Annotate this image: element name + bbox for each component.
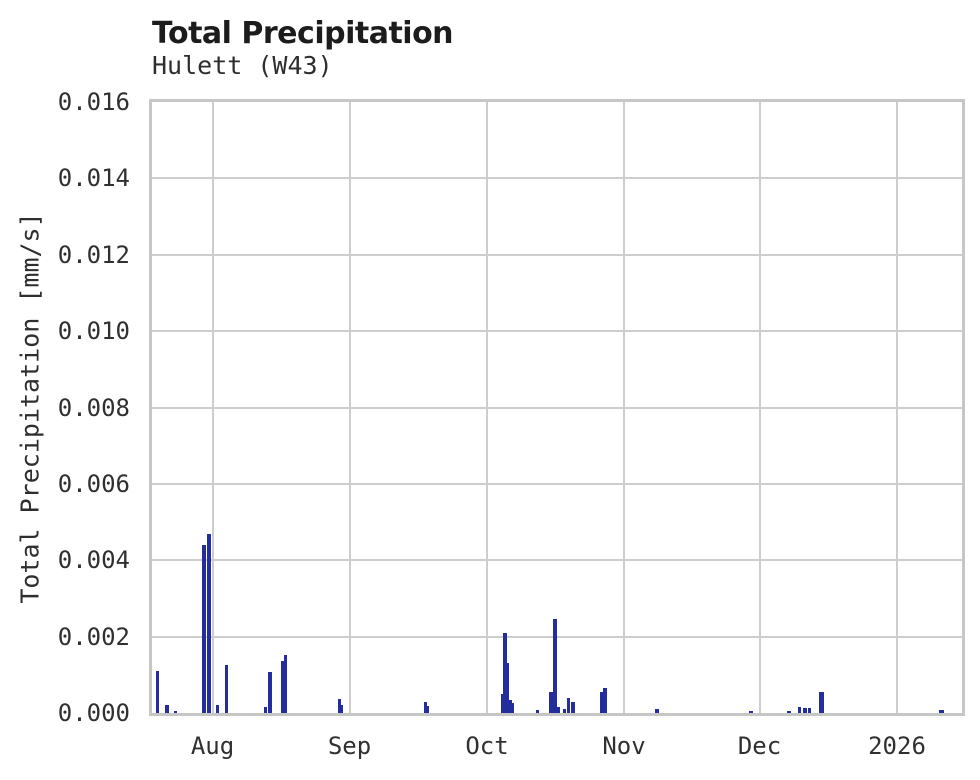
y-gridline <box>152 559 962 562</box>
y-gridline <box>152 635 962 638</box>
precipitation-bar <box>654 709 659 713</box>
precipitation-bar <box>566 697 571 713</box>
y-gridline <box>152 482 962 485</box>
y-tick-label: 0.006 <box>57 469 130 498</box>
x-gridline <box>758 102 761 713</box>
x-gridline <box>211 102 214 713</box>
plot-area <box>149 99 965 716</box>
precipitation-bar <box>506 663 509 713</box>
precipitation-bar <box>603 687 607 713</box>
precipitation-bar <box>749 710 753 713</box>
precipitation-bar <box>787 711 791 713</box>
precipitation-bar <box>215 704 220 713</box>
precipitation-bar <box>340 704 343 713</box>
x-gridline <box>348 102 351 713</box>
precipitation-bar <box>563 709 566 713</box>
precipitation-bar <box>156 671 159 713</box>
y-tick-label: 0.000 <box>57 699 130 727</box>
precipitation-bar <box>165 705 169 713</box>
precipitation-bar <box>267 671 272 713</box>
x-tick-label: Oct <box>465 732 509 760</box>
precipitation-bar <box>557 707 560 713</box>
y-gridline <box>152 177 962 180</box>
x-tick-label: Sep <box>327 732 372 760</box>
precipitation-bar <box>500 693 504 713</box>
precipitation-bar <box>939 709 944 713</box>
y-tick-label: 0.008 <box>57 393 130 422</box>
y-tick-label: 0.016 <box>57 88 130 116</box>
precipitation-bar <box>503 632 507 713</box>
x-tick-label: Nov <box>602 732 646 760</box>
precipitation-bar <box>424 702 427 713</box>
x-gridline <box>623 102 625 713</box>
precipitation-bar <box>283 654 288 713</box>
precipitation-bar <box>553 619 557 713</box>
y-gridline <box>152 406 962 409</box>
chart-title: Total Precipitation <box>152 16 454 51</box>
y-gridline <box>152 330 962 333</box>
precipitation-bar <box>264 706 267 713</box>
precipitation-bar <box>797 706 802 713</box>
x-tick-label: 2026 <box>868 732 926 760</box>
precipitation-bar <box>549 692 553 713</box>
x-tick-label: Aug <box>190 732 235 760</box>
precipitation-bar <box>599 691 604 713</box>
precipitation-bar <box>807 708 812 713</box>
y-tick-label: 0.012 <box>57 240 130 269</box>
precipitation-bar <box>207 533 211 713</box>
precipitation-bar <box>202 544 206 713</box>
y-tick-label: 0.002 <box>57 622 130 651</box>
precipitation-bar <box>511 703 514 713</box>
precipitation-bar <box>570 701 575 713</box>
precipitation-bar <box>337 698 341 713</box>
precipitation-bar <box>280 661 284 713</box>
precipitation-bar <box>535 710 539 713</box>
precipitation-bar <box>819 692 824 713</box>
y-tick-label: 0.014 <box>57 164 130 193</box>
y-tick-label: 0.004 <box>57 546 130 575</box>
x-gridline <box>486 102 488 713</box>
x-tick-label: Dec <box>737 732 782 760</box>
precipitation-bar <box>803 708 807 713</box>
y-gridline <box>152 253 962 256</box>
precipitation-bar <box>224 664 229 713</box>
precipitation-bar <box>173 711 177 713</box>
x-gridline <box>896 102 898 713</box>
precipitation-bar <box>426 706 429 713</box>
y-tick-label: 0.010 <box>57 317 130 346</box>
precipitation-bar <box>508 700 512 713</box>
chart-subtitle: Hulett (W43) <box>152 51 333 80</box>
